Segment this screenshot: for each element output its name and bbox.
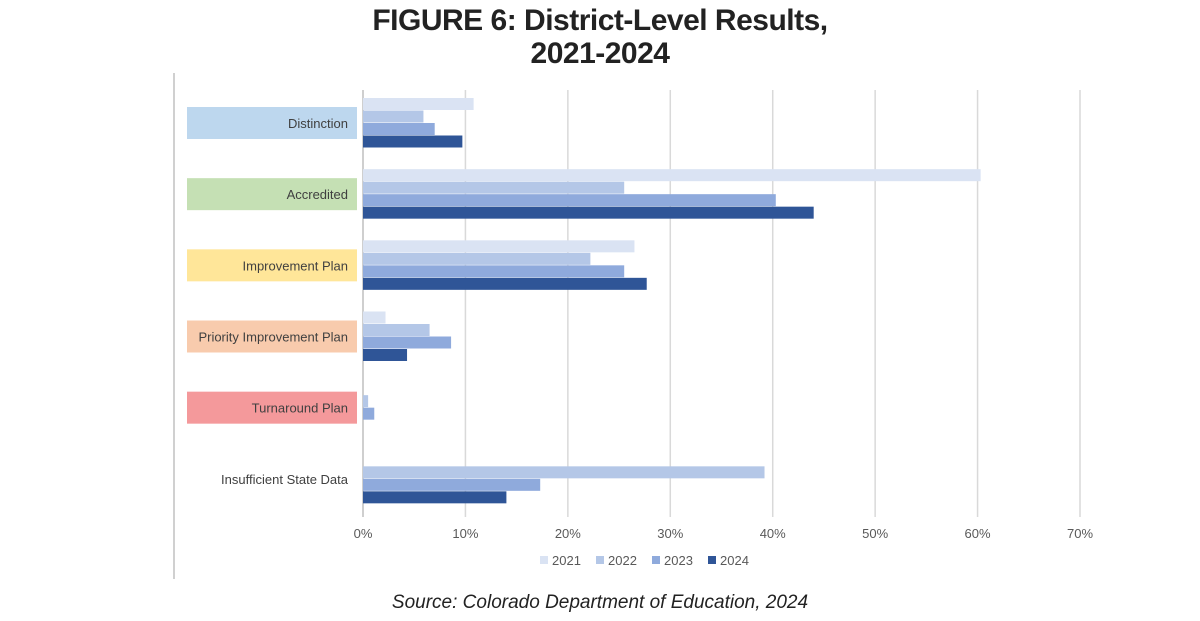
- bar: [363, 265, 625, 278]
- legend-label: 2021: [552, 553, 581, 568]
- bar: [363, 135, 463, 148]
- category-label: Priority Improvement Plan: [198, 330, 348, 345]
- category-label: Accredited: [287, 187, 348, 202]
- chart-title-line-1: FIGURE 6: District-Level Results,: [372, 4, 828, 37]
- bar: [363, 110, 424, 123]
- bar: [363, 123, 435, 135]
- x-tick-label: 50%: [862, 526, 888, 541]
- x-tick-label: 10%: [452, 526, 478, 541]
- category-label-box: [187, 249, 357, 282]
- bar: [363, 181, 625, 194]
- x-tick-label: 0%: [354, 526, 373, 541]
- bar: [363, 478, 541, 491]
- category-label: Insufficient State Data: [221, 472, 349, 487]
- category-label-box: [187, 178, 357, 211]
- bar: [363, 98, 474, 110]
- category-label-box: [187, 320, 357, 353]
- legend-label: 2022: [608, 553, 637, 568]
- category-label-box: [187, 107, 357, 139]
- bar: [363, 169, 981, 182]
- bar: [363, 277, 647, 290]
- bar: [363, 349, 408, 361]
- legend-swatch: [708, 556, 716, 564]
- x-tick-label: 20%: [555, 526, 581, 541]
- bar: [363, 194, 776, 207]
- bar: [363, 324, 430, 336]
- bar: [363, 311, 386, 324]
- bar: [363, 252, 591, 265]
- chart-frame-border: [173, 73, 175, 579]
- legend-swatch: [596, 556, 604, 564]
- x-tick-label: 60%: [965, 526, 991, 541]
- legend-label: 2024: [720, 553, 749, 568]
- bar: [363, 206, 814, 219]
- bar: [363, 407, 375, 420]
- category-label: Distinction: [288, 116, 348, 131]
- category-label: Turnaround Plan: [252, 401, 348, 416]
- bar: [363, 466, 765, 479]
- bar: [363, 491, 507, 504]
- bar: [363, 240, 635, 253]
- legend-swatch: [540, 556, 548, 564]
- category-label: Improvement Plan: [243, 258, 349, 273]
- bar: [363, 336, 452, 349]
- bar: [363, 395, 369, 408]
- chart-title-line-2: 2021-2024: [530, 37, 670, 70]
- legend-label: 2023: [664, 553, 693, 568]
- source-note: Source: Colorado Department of Education…: [391, 592, 809, 613]
- x-tick-label: 40%: [760, 526, 786, 541]
- legend-swatch: [652, 556, 660, 564]
- chart-title: FIGURE 6: District-Level Results, 2021-2…: [0, 4, 1200, 70]
- category-label-box: [187, 391, 357, 424]
- x-tick-label: 70%: [1067, 526, 1093, 541]
- x-tick-label: 30%: [657, 526, 683, 541]
